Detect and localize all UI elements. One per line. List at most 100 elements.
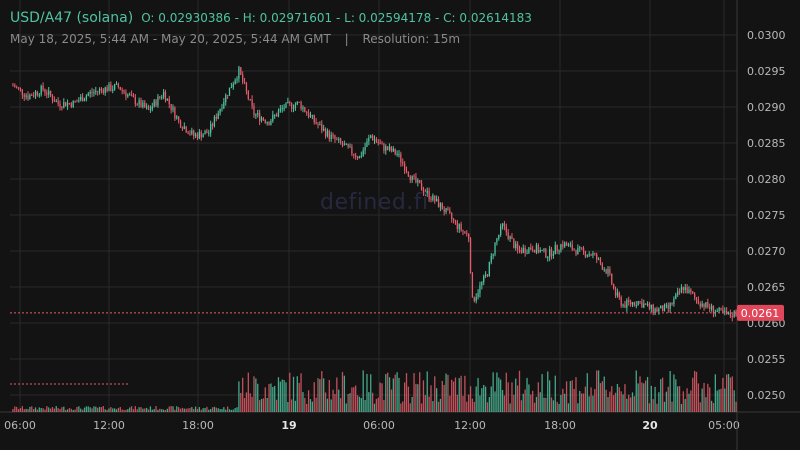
candle-body (667, 304, 669, 309)
candle-body (97, 91, 99, 93)
candle-body (313, 115, 315, 123)
candle-body (17, 87, 20, 89)
volume-bar (172, 406, 174, 412)
volume-bar (304, 397, 306, 412)
candle-body (68, 103, 71, 105)
candle-body (631, 302, 634, 305)
volume-bar (309, 399, 312, 412)
resolution-label[interactable]: Resolution: 15m (362, 32, 461, 46)
volume-bar (556, 401, 558, 412)
volume-bar (125, 409, 127, 412)
volume-bar (210, 409, 212, 412)
volume-bar (419, 372, 421, 412)
candle-body (573, 249, 575, 251)
candle-body (74, 100, 76, 102)
candle-body (639, 301, 641, 303)
volume-bar (258, 400, 261, 412)
volume-bar (484, 386, 487, 412)
volume-bar (238, 381, 240, 412)
candle-body (588, 254, 590, 256)
watermark: defined.fi (320, 190, 429, 215)
volume-bar (645, 380, 647, 412)
candle-body (556, 245, 558, 251)
volume-bar (607, 397, 609, 412)
candle-body (83, 99, 86, 102)
candle-body (616, 292, 619, 296)
volume-bar (228, 409, 231, 412)
candle-body (543, 248, 545, 251)
volume-bar (194, 406, 197, 412)
candle-body (680, 287, 683, 293)
volume-bar (341, 371, 344, 412)
volume-bar (12, 409, 14, 412)
candle-body (287, 101, 289, 103)
volume-bar (507, 382, 509, 412)
candle-body (49, 90, 52, 96)
volume-bar (287, 402, 289, 412)
candle-body (61, 106, 63, 108)
volume-bar (206, 406, 208, 412)
candle-body (547, 257, 549, 259)
volume-bar (590, 387, 592, 412)
volume-bar (98, 406, 101, 412)
volume-bar (599, 383, 602, 412)
volume-bar (191, 407, 193, 412)
candle-body (626, 300, 628, 308)
candle-body (178, 116, 180, 121)
candle-body (117, 83, 120, 87)
candle-body (405, 170, 408, 173)
volume-bar (643, 383, 645, 412)
candle-body (345, 143, 347, 145)
volume-bar (545, 397, 547, 412)
volume-bar (193, 408, 195, 412)
volume-bar (460, 375, 462, 412)
volume-bar (358, 396, 361, 412)
candle-body (242, 74, 244, 82)
candle-body (277, 111, 280, 117)
candle-body (637, 301, 639, 306)
candle-body (735, 311, 737, 316)
volume-bar (703, 382, 705, 412)
volume-bar (678, 386, 681, 412)
candle-body (91, 92, 93, 94)
volume-bar (368, 392, 370, 412)
candle-body (554, 245, 556, 255)
volume-bar (379, 382, 381, 412)
volume-bar (483, 384, 485, 412)
volume-bar (277, 377, 280, 412)
volume-bar (262, 398, 265, 412)
volume-bar (31, 406, 33, 412)
volume-bar (275, 399, 278, 412)
candle-body (437, 198, 440, 208)
pair-title[interactable]: USD/A47 (solana) (10, 10, 134, 26)
volume-bar (699, 402, 701, 412)
y-tick-label: 0.0265 (747, 281, 786, 294)
volume-bar (140, 407, 142, 412)
volume-bar (134, 406, 136, 412)
candle-body (460, 224, 462, 231)
volume-bar (313, 382, 315, 412)
volume-bar (528, 384, 530, 412)
candle-body (104, 87, 106, 93)
candle-body (33, 95, 35, 97)
candle-body (272, 114, 274, 122)
volume-bar (285, 382, 287, 412)
candle-body (53, 100, 56, 102)
candle-body (454, 220, 457, 222)
candle-body (204, 131, 206, 135)
volume-bar (187, 408, 189, 412)
candle-body (179, 120, 182, 128)
candle-body (400, 153, 402, 163)
candle-body (684, 287, 686, 290)
volume-bar (682, 391, 684, 412)
volume-bar (548, 380, 551, 412)
candle-body (415, 176, 417, 183)
volume-bar (533, 402, 536, 412)
candle-body (577, 247, 579, 255)
candle-body (420, 183, 423, 191)
volume-bar (164, 409, 167, 412)
volume-bar (496, 372, 498, 412)
candle-body (341, 142, 344, 146)
volume-bar (562, 388, 564, 412)
